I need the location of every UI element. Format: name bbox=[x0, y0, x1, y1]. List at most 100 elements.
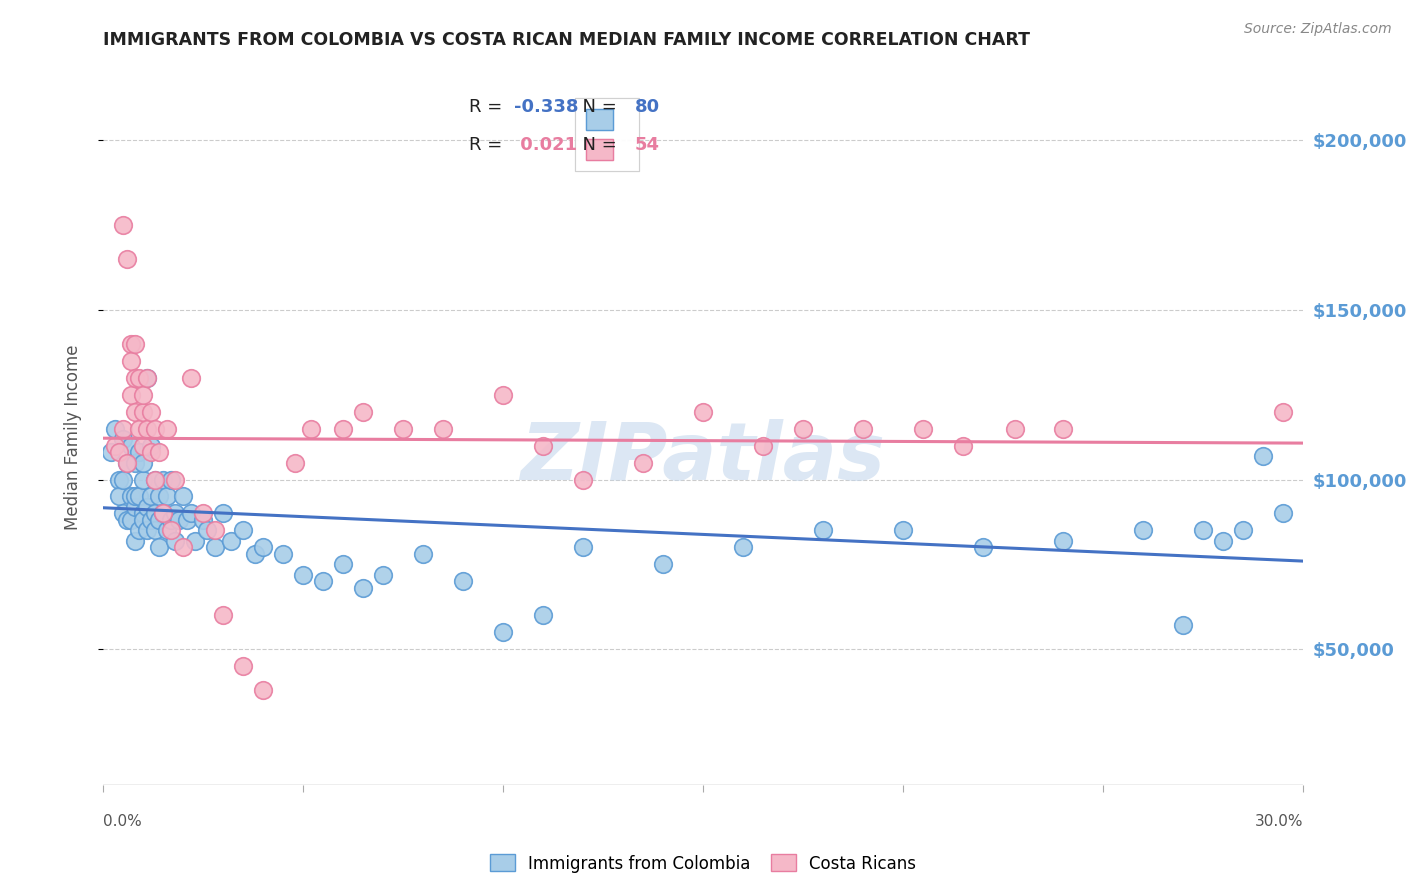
Point bbox=[531, 608, 554, 623]
Point bbox=[148, 513, 170, 527]
Point bbox=[143, 524, 166, 538]
Point bbox=[115, 456, 138, 470]
Text: IMMIGRANTS FROM COLOMBIA VS COSTA RICAN MEDIAN FAMILY INCOME CORRELATION CHART: IMMIGRANTS FROM COLOMBIA VS COSTA RICAN … bbox=[103, 31, 1029, 49]
Point bbox=[124, 533, 146, 548]
Point bbox=[352, 404, 374, 418]
Point bbox=[183, 533, 205, 548]
Point bbox=[139, 404, 162, 418]
Point bbox=[100, 445, 122, 459]
Point bbox=[131, 387, 153, 401]
Text: 0.021: 0.021 bbox=[515, 136, 578, 153]
Point bbox=[156, 490, 179, 504]
Point bbox=[115, 252, 138, 266]
Text: ZIPatlas: ZIPatlas bbox=[520, 419, 886, 497]
Text: N =: N = bbox=[571, 136, 623, 153]
Point bbox=[332, 421, 354, 435]
Point bbox=[412, 547, 434, 561]
Point bbox=[211, 507, 233, 521]
Point bbox=[131, 473, 153, 487]
Text: R =: R = bbox=[468, 136, 508, 153]
Point bbox=[115, 513, 138, 527]
Point bbox=[135, 524, 157, 538]
Point bbox=[1173, 618, 1195, 632]
Point bbox=[811, 524, 834, 538]
Point bbox=[120, 439, 142, 453]
Point bbox=[252, 541, 274, 555]
Point bbox=[163, 507, 186, 521]
Point bbox=[139, 445, 162, 459]
Point bbox=[124, 336, 146, 351]
Point bbox=[752, 439, 775, 453]
Point bbox=[111, 432, 134, 446]
Point bbox=[531, 439, 554, 453]
Point bbox=[1192, 524, 1215, 538]
Point bbox=[128, 524, 150, 538]
Text: 54: 54 bbox=[634, 136, 659, 153]
Point bbox=[172, 541, 194, 555]
Point bbox=[107, 445, 129, 459]
Point bbox=[1253, 449, 1275, 463]
Point bbox=[176, 513, 198, 527]
Point bbox=[352, 581, 374, 595]
Point bbox=[104, 421, 127, 435]
Point bbox=[124, 404, 146, 418]
Legend: , : , bbox=[575, 98, 638, 170]
Point bbox=[243, 547, 266, 561]
Point bbox=[152, 473, 174, 487]
Text: 0.0%: 0.0% bbox=[103, 814, 142, 829]
Point bbox=[120, 513, 142, 527]
Point bbox=[115, 456, 138, 470]
Point bbox=[1132, 524, 1154, 538]
Point bbox=[139, 513, 162, 527]
Point bbox=[163, 533, 186, 548]
Point bbox=[107, 473, 129, 487]
Point bbox=[128, 445, 150, 459]
Point bbox=[1052, 533, 1074, 548]
Point bbox=[332, 558, 354, 572]
Point bbox=[148, 445, 170, 459]
Point bbox=[135, 370, 157, 384]
Point bbox=[135, 500, 157, 514]
Point bbox=[104, 439, 127, 453]
Point bbox=[111, 473, 134, 487]
Point bbox=[111, 421, 134, 435]
Point bbox=[180, 507, 202, 521]
Point bbox=[148, 541, 170, 555]
Point bbox=[371, 567, 394, 582]
Point bbox=[1232, 524, 1254, 538]
Y-axis label: Median Family Income: Median Family Income bbox=[63, 344, 82, 530]
Text: Source: ZipAtlas.com: Source: ZipAtlas.com bbox=[1244, 22, 1392, 37]
Point bbox=[891, 524, 914, 538]
Point bbox=[107, 490, 129, 504]
Point bbox=[143, 473, 166, 487]
Point bbox=[204, 541, 226, 555]
Point bbox=[159, 524, 181, 538]
Point bbox=[252, 682, 274, 697]
Point bbox=[135, 370, 157, 384]
Point bbox=[120, 353, 142, 368]
Point bbox=[131, 404, 153, 418]
Point bbox=[972, 541, 994, 555]
Point bbox=[232, 659, 254, 673]
Point bbox=[219, 533, 242, 548]
Point bbox=[131, 513, 153, 527]
Point bbox=[120, 490, 142, 504]
Point bbox=[1272, 404, 1295, 418]
Point bbox=[131, 456, 153, 470]
Point bbox=[432, 421, 454, 435]
Point bbox=[152, 507, 174, 521]
Legend: Immigrants from Colombia, Costa Ricans: Immigrants from Colombia, Costa Ricans bbox=[484, 847, 922, 880]
Point bbox=[163, 473, 186, 487]
Point bbox=[148, 490, 170, 504]
Point bbox=[124, 500, 146, 514]
Point bbox=[211, 608, 233, 623]
Point bbox=[156, 524, 179, 538]
Point bbox=[1272, 507, 1295, 521]
Point bbox=[792, 421, 814, 435]
Point bbox=[131, 439, 153, 453]
Point bbox=[128, 490, 150, 504]
Text: N =: N = bbox=[571, 97, 623, 116]
Text: -0.338: -0.338 bbox=[515, 97, 579, 116]
Point bbox=[172, 490, 194, 504]
Point bbox=[156, 421, 179, 435]
